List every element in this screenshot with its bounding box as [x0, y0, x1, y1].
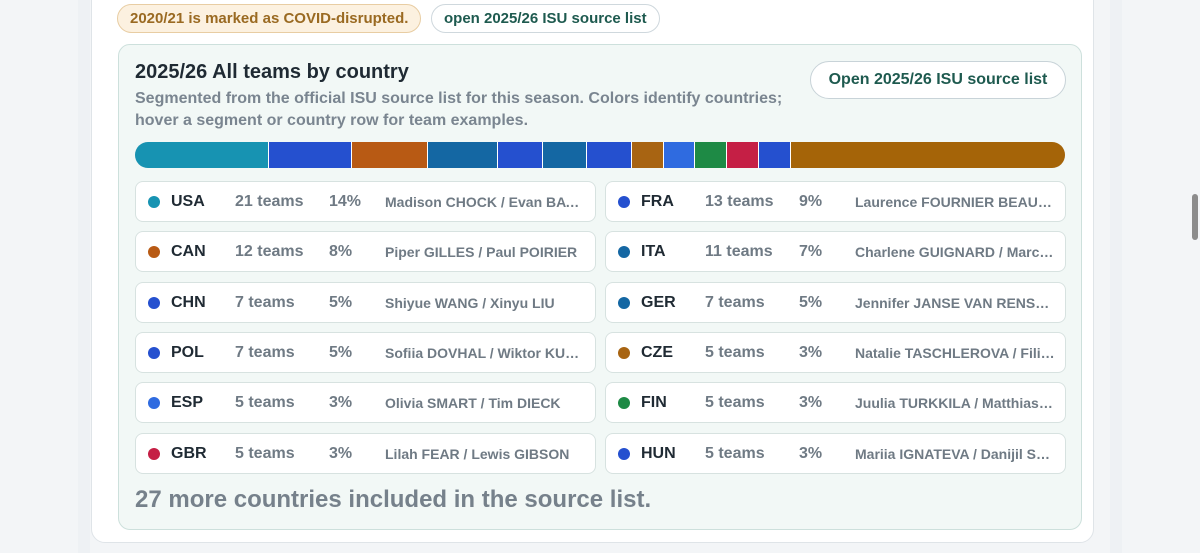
team-count: 5 teams [235, 394, 295, 412]
country-code: ESP [171, 394, 204, 412]
team-count: 13 teams [705, 193, 774, 210]
team-example: Charlene GUIGNARD / Marco FABBRI [855, 244, 1055, 261]
country-row-gbr[interactable]: GBR 5 teams 3% Lilah FEAR / Lewis GIBSON [135, 432, 596, 474]
team-count: 5 teams [705, 444, 765, 462]
bar-segment-ger[interactable] [542, 142, 588, 168]
country-stacked-bar [135, 142, 1065, 168]
country-row-ger[interactable]: GER 7 teams 5% Jennifer JANSE VAN RENSBURG … [605, 281, 1066, 323]
covid-disrupted-chip: 2020/21 is marked as COVID-disrupted. [117, 4, 422, 33]
country-code: FRA [641, 193, 674, 210]
country-color-dot [618, 346, 630, 359]
country-row-ita[interactable]: ITA 11 teams 7% Charlene GUIGNARD / Marco F… [605, 231, 1066, 273]
team-share: 3% [799, 394, 823, 412]
open-source-list-button[interactable]: Open 2025/26 ISU source list [810, 61, 1066, 99]
left-gutter [78, 0, 90, 553]
team-count: 5 teams [705, 343, 765, 361]
team-count: 11 teams [705, 243, 773, 261]
country-code: GBR [171, 444, 207, 462]
team-example: Lilah FEAR / Lewis GIBSON [385, 445, 570, 462]
team-share: 3% [799, 444, 823, 462]
bar-segment-usa[interactable] [135, 142, 269, 168]
country-color-dot [148, 447, 160, 460]
country-code: CHN [171, 293, 206, 311]
team-share: 5% [799, 293, 823, 311]
bar-segment-cze[interactable] [631, 142, 664, 168]
team-share: 5% [329, 293, 353, 311]
country-color-dot [148, 397, 160, 410]
team-example: Olivia SMART / Tim DIECK [385, 395, 561, 412]
country-color-dot [148, 346, 160, 359]
country-row-esp[interactable]: ESP 5 teams 3% Olivia SMART / Tim DIECK [135, 382, 596, 424]
bar-segment-fin[interactable] [695, 142, 728, 168]
bar-segment-gbr[interactable] [727, 142, 760, 168]
team-count: 7 teams [705, 293, 765, 311]
country-code: CAN [171, 243, 206, 261]
team-share: 9% [799, 193, 823, 210]
country-code: ITA [641, 243, 666, 261]
team-share: 3% [329, 444, 353, 462]
team-count: 5 teams [705, 394, 765, 412]
team-example: Piper GILLES / Paul POIRIER [385, 244, 578, 261]
country-color-dot [618, 447, 630, 460]
panel-title: 2025/26 All teams by country [135, 61, 409, 83]
country-code: FIN [641, 394, 667, 412]
team-example: Sofiia DOVHAL / Wiktor KULESZA [385, 344, 585, 361]
more-countries-note: 27 more countries included in the source… [135, 486, 652, 513]
team-example: Laurence FOURNIER BEAUDRY / Guillaume CI… [855, 194, 1055, 210]
team-example: Shiyue WANG / Xinyu LIU [385, 294, 555, 311]
team-share: 3% [799, 343, 823, 361]
country-color-dot [618, 196, 630, 208]
country-row-fin[interactable]: FIN 5 teams 3% Juulia TURKKILA / Matthias V… [605, 382, 1066, 424]
team-share: 5% [329, 343, 353, 361]
team-count: 21 teams [235, 193, 304, 210]
open-source-list-chip[interactable]: open 2025/26 ISU source list [431, 4, 660, 33]
country-row-usa[interactable]: USA 21 teams 14% Madison CHOCK / Evan BATES [135, 181, 596, 222]
country-code: POL [171, 343, 204, 361]
country-color-dot [618, 397, 630, 410]
bar-segment-esp[interactable] [663, 142, 696, 168]
country-color-dot [618, 296, 630, 309]
team-example: Madison CHOCK / Evan BATES [385, 194, 585, 210]
country-code: CZE [641, 343, 673, 361]
panel-subtitle: Segmented from the official ISU source l… [135, 90, 783, 129]
teams-by-country-panel: 2025/26 All teams by country Segmented f… [118, 44, 1082, 530]
team-share: 3% [329, 394, 353, 412]
country-row-chn[interactable]: CHN 7 teams 5% Shiyue WANG / Xinyu LIU [135, 281, 596, 323]
bar-segment-ita[interactable] [428, 142, 499, 168]
country-row-pol[interactable]: POL 7 teams 5% Sofiia DOVHAL / Wiktor KULES… [135, 331, 596, 373]
country-color-dot [148, 196, 160, 208]
bar-segment-other[interactable] [791, 142, 1065, 168]
country-color-dot [148, 246, 160, 259]
scrollbar-thumb[interactable] [1192, 194, 1198, 240]
team-share: 14% [329, 193, 362, 210]
team-example: Natalie TASCHLEROVA / Filip TASCHLER [855, 344, 1055, 361]
bar-segment-pol[interactable] [587, 142, 632, 168]
team-count: 12 teams [235, 243, 304, 261]
right-gutter [1110, 0, 1122, 553]
bar-segment-hun[interactable] [759, 142, 792, 168]
country-row-fra[interactable]: FRA 13 teams 9% Laurence FOURNIER BEAUDRY /… [605, 181, 1066, 222]
country-code: GER [641, 293, 676, 311]
bar-segment-chn[interactable] [498, 142, 543, 168]
team-share: 8% [329, 243, 353, 261]
country-color-dot [618, 246, 630, 259]
country-code: HUN [641, 444, 676, 462]
country-row-can[interactable]: CAN 12 teams 8% Piper GILLES / Paul POIRIER [135, 231, 596, 273]
team-example: Jennifer JANSE VAN RENSBURG / Benjamin S… [855, 294, 1055, 311]
team-count: 7 teams [235, 343, 295, 361]
country-code: USA [171, 193, 205, 210]
country-color-dot [148, 296, 160, 309]
country-row-hun[interactable]: HUN 5 teams 3% Mariia IGNATEVA / Danijil SE… [605, 432, 1066, 474]
bar-segment-can[interactable] [351, 142, 428, 168]
team-example: Juulia TURKKILA / Matthias VERSLUIS [855, 395, 1055, 412]
team-count: 5 teams [235, 444, 295, 462]
team-share: 7% [799, 243, 823, 261]
bar-segment-fra[interactable] [268, 142, 352, 168]
team-count: 7 teams [235, 293, 295, 311]
team-example: Mariia IGNATEVA / Danijil SEMKO [855, 445, 1055, 462]
country-row-cze[interactable]: CZE 5 teams 3% Natalie TASCHLEROVA / Filip … [605, 331, 1066, 373]
